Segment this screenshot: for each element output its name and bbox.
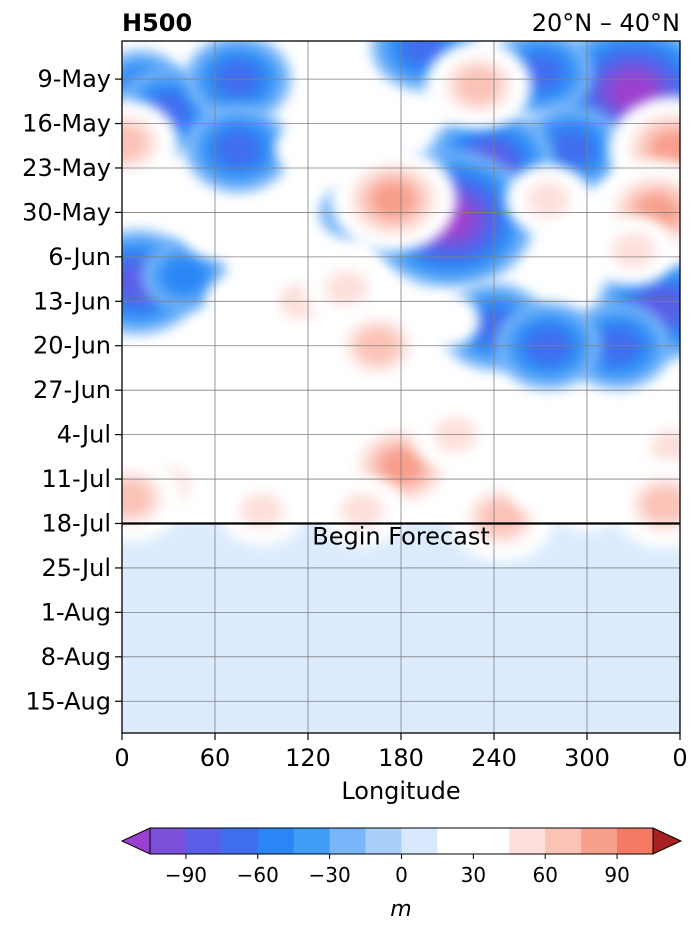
field-blob: [425, 41, 532, 130]
field-blob: [611, 460, 680, 549]
colorbar: −90 −60 −30 0 30 60 90: [120, 827, 683, 887]
colorbar-tick-label: 30: [461, 863, 486, 887]
field-blob: [141, 240, 227, 312]
field-blob: [185, 105, 292, 193]
colorbar-segment: [221, 828, 259, 854]
field-contour: [122, 480, 152, 517]
plot-area: [122, 41, 680, 733]
field-blob: [330, 147, 457, 252]
field-contour: [549, 130, 594, 167]
field-blob: [415, 293, 480, 347]
field-contour: [216, 130, 261, 167]
grid-lines: [122, 41, 680, 733]
field-contour: [611, 73, 656, 110]
colorbar-segment: [329, 828, 367, 854]
field-contour: [293, 410, 338, 447]
forecast-label: Begin Forecast: [312, 522, 490, 550]
field-contour: [650, 429, 680, 466]
field-blob: [122, 98, 178, 187]
field-contour: [122, 124, 147, 161]
y-tick-label: 27-Jun: [33, 376, 111, 404]
colorbar-tick-label: −90: [165, 863, 207, 887]
field-blob: [283, 401, 348, 455]
x-axis-label: Longitude: [341, 777, 460, 805]
field-blob: [122, 454, 183, 542]
y-tick-label: 1-Aug: [41, 598, 111, 626]
y-tick-label: 8-Aug: [41, 643, 111, 671]
field-contour: [162, 257, 206, 294]
y-tick-label: 25-Jul: [42, 554, 112, 582]
colorbar-segment: [545, 828, 582, 854]
field-contour: [642, 486, 680, 523]
field-contour: [425, 302, 470, 339]
y-tick-label: 15-Aug: [25, 687, 111, 715]
colorbar-tick-label: −60: [237, 863, 279, 887]
field-contour: [456, 67, 501, 104]
field-contour: [402, 41, 447, 66]
x-tick-label: 240: [471, 744, 517, 772]
forecast-annotation: Begin Forecast: [122, 522, 680, 550]
field-contour: [239, 492, 284, 529]
field-blob: [218, 475, 305, 546]
field-blob: [590, 215, 677, 286]
field-contour: [526, 181, 571, 218]
field-contour: [324, 270, 369, 307]
field-contour: [340, 492, 385, 529]
colorbar-segment: [401, 828, 438, 854]
y-tick-label: 20-Jun: [33, 332, 111, 360]
x-tick-label: 300: [564, 744, 610, 772]
chart-title-left: H500: [122, 9, 192, 37]
x-tick-label: 120: [285, 744, 331, 772]
y-tick-label: 16-May: [22, 110, 111, 138]
x-tick-label: 180: [378, 744, 424, 772]
colorbar-segment: [437, 828, 474, 854]
colorbar-segment: [257, 828, 295, 854]
colorbar-segment: [150, 828, 187, 854]
colorbar-segment: [473, 828, 510, 854]
field-contour: [479, 499, 524, 536]
field-contour: [611, 232, 656, 269]
y-tick-label: 13-Jun: [33, 287, 111, 315]
colorbar-tick-label: −30: [309, 863, 351, 887]
colorbar-extend-min: [120, 827, 151, 855]
y-tick-label: 23-May: [22, 154, 111, 182]
x-axis: 0 60 120 180 240 300 0: [114, 733, 688, 772]
field-contour: [518, 467, 563, 504]
field-blob: [518, 105, 625, 193]
colorbar-segment: [293, 828, 331, 854]
field-contour: [371, 181, 416, 218]
colorbar-label: m: [390, 897, 411, 922]
x-tick-label: 0: [114, 744, 129, 772]
colorbar-extend-max: [652, 827, 683, 855]
y-tick-label: 18-Jul: [42, 509, 112, 537]
field-contour: [650, 130, 680, 167]
y-axis: 9-May 16-May 23-May 30-May 6-Jun 13-Jun 20-Jun…: [22, 65, 122, 715]
y-tick-label: 9-May: [37, 65, 111, 93]
colorbar-tick-label: 60: [532, 863, 557, 887]
colorbar-segment: [365, 828, 402, 854]
colorbar-segment: [617, 828, 654, 854]
y-tick-label: 6-Jun: [48, 243, 111, 271]
y-tick-label: 11-Jul: [42, 465, 112, 493]
y-tick-label: 30-May: [22, 198, 111, 226]
field-blob: [505, 164, 591, 235]
colorbar-tick-label: 0: [395, 863, 408, 887]
chart-title-right: 20°N – 40°N: [532, 9, 680, 37]
colorbar-segment: [185, 828, 223, 854]
y-tick-label: 4-Jul: [57, 421, 111, 449]
colorbar-tick-label: 90: [604, 863, 629, 887]
colorbar-segment: [509, 828, 546, 854]
x-tick-label: 60: [200, 744, 231, 772]
colorbar-segment: [581, 828, 618, 854]
x-tick-label: 0: [672, 744, 687, 772]
